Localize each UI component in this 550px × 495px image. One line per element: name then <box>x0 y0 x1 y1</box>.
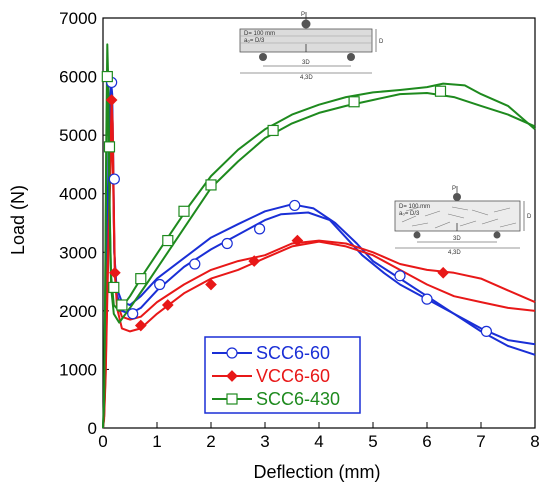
inset-support-right <box>347 53 355 61</box>
x-tick-label: 5 <box>368 432 377 451</box>
y-tick-label: 2000 <box>59 302 97 321</box>
legend: SCC6-60 VCC6-60 SCC6-430 <box>205 337 360 413</box>
inset-span-label: 3D <box>453 236 461 242</box>
data-point-scc6-430 <box>179 206 189 216</box>
x-axis-label: Deflection (mm) <box>253 462 380 482</box>
x-tick-label: 4 <box>314 432 323 451</box>
y-axis-label: Load (N) <box>8 185 28 255</box>
inset-text-diameter: D= 100 mm <box>399 204 430 210</box>
inset-length-label: 4,3D <box>448 250 461 256</box>
data-point-scc6-430 <box>104 142 114 152</box>
data-point-scc6-60 <box>109 174 119 184</box>
inset-beam-diagram-right: P D= 100 mm a₀= D/3 D 3D 4,3D <box>395 186 532 256</box>
inset-beam-diagram-top: P D= 100 mm a₀= D/3 D 3D 4,3D <box>240 12 384 81</box>
x-tick-label: 0 <box>98 432 107 451</box>
inset-text-diameter: D= 100 mm <box>244 31 275 37</box>
x-tick-label: 1 <box>152 432 161 451</box>
inset-text-notch: a₀= D/3 <box>244 38 265 44</box>
data-point-scc6-430 <box>436 86 446 96</box>
data-point-scc6-430 <box>117 300 127 310</box>
data-point-scc6-60 <box>222 239 232 249</box>
y-tick-label: 5000 <box>59 126 97 145</box>
data-point-scc6-60 <box>190 259 200 269</box>
legend-label: SCC6-430 <box>256 389 340 409</box>
x-tick-label: 6 <box>422 432 431 451</box>
inset-span-label: 3D <box>302 60 310 66</box>
x-tick-label: 3 <box>260 432 269 451</box>
inset-load-symbol: P <box>452 186 456 192</box>
inset-text-notch: a₀= D/3 <box>399 211 420 217</box>
data-point-scc6-430 <box>102 72 112 82</box>
data-point-scc6-430 <box>109 282 119 292</box>
y-tick-label: 3000 <box>59 243 97 262</box>
data-point-scc6-60 <box>481 326 491 336</box>
data-point-scc6-60 <box>395 271 405 281</box>
data-point-scc6-430 <box>268 125 278 135</box>
data-point-scc6-430 <box>206 180 216 190</box>
inset-length-label: 4,3D <box>300 75 313 81</box>
data-point-scc6-60 <box>155 280 165 290</box>
data-point-scc6-430 <box>136 274 146 284</box>
y-tick-label: 4000 <box>59 185 97 204</box>
x-tick-label: 7 <box>476 432 485 451</box>
inset-load-symbol: P <box>301 12 305 18</box>
data-point-scc6-430 <box>163 236 173 246</box>
y-tick-label: 1000 <box>59 360 97 379</box>
x-tick-label: 2 <box>206 432 215 451</box>
data-point-vcc6-60 <box>438 268 448 278</box>
y-tick-label: 6000 <box>59 68 97 87</box>
data-point-scc6-60 <box>255 224 265 234</box>
inset-support-left <box>259 53 267 61</box>
inset-load-roller <box>302 20 311 29</box>
y-tick-label: 0 <box>88 419 97 438</box>
legend-swatch-marker <box>227 348 237 358</box>
data-point-scc6-60 <box>422 294 432 304</box>
y-tick-label: 7000 <box>59 9 97 28</box>
legend-label: VCC6-60 <box>256 366 330 386</box>
data-point-scc6-430 <box>349 97 359 107</box>
x-tick-label: 8 <box>530 432 539 451</box>
inset-support-left <box>414 232 421 239</box>
data-point-scc6-60 <box>128 309 138 319</box>
inset-depth-label: D <box>379 39 384 45</box>
inset-support-right <box>494 232 501 239</box>
inset-depth-label: D <box>527 214 532 220</box>
legend-label: SCC6-60 <box>256 343 330 363</box>
legend-swatch-marker <box>227 394 237 404</box>
inset-load-roller <box>453 193 461 201</box>
data-point-scc6-60 <box>290 200 300 210</box>
